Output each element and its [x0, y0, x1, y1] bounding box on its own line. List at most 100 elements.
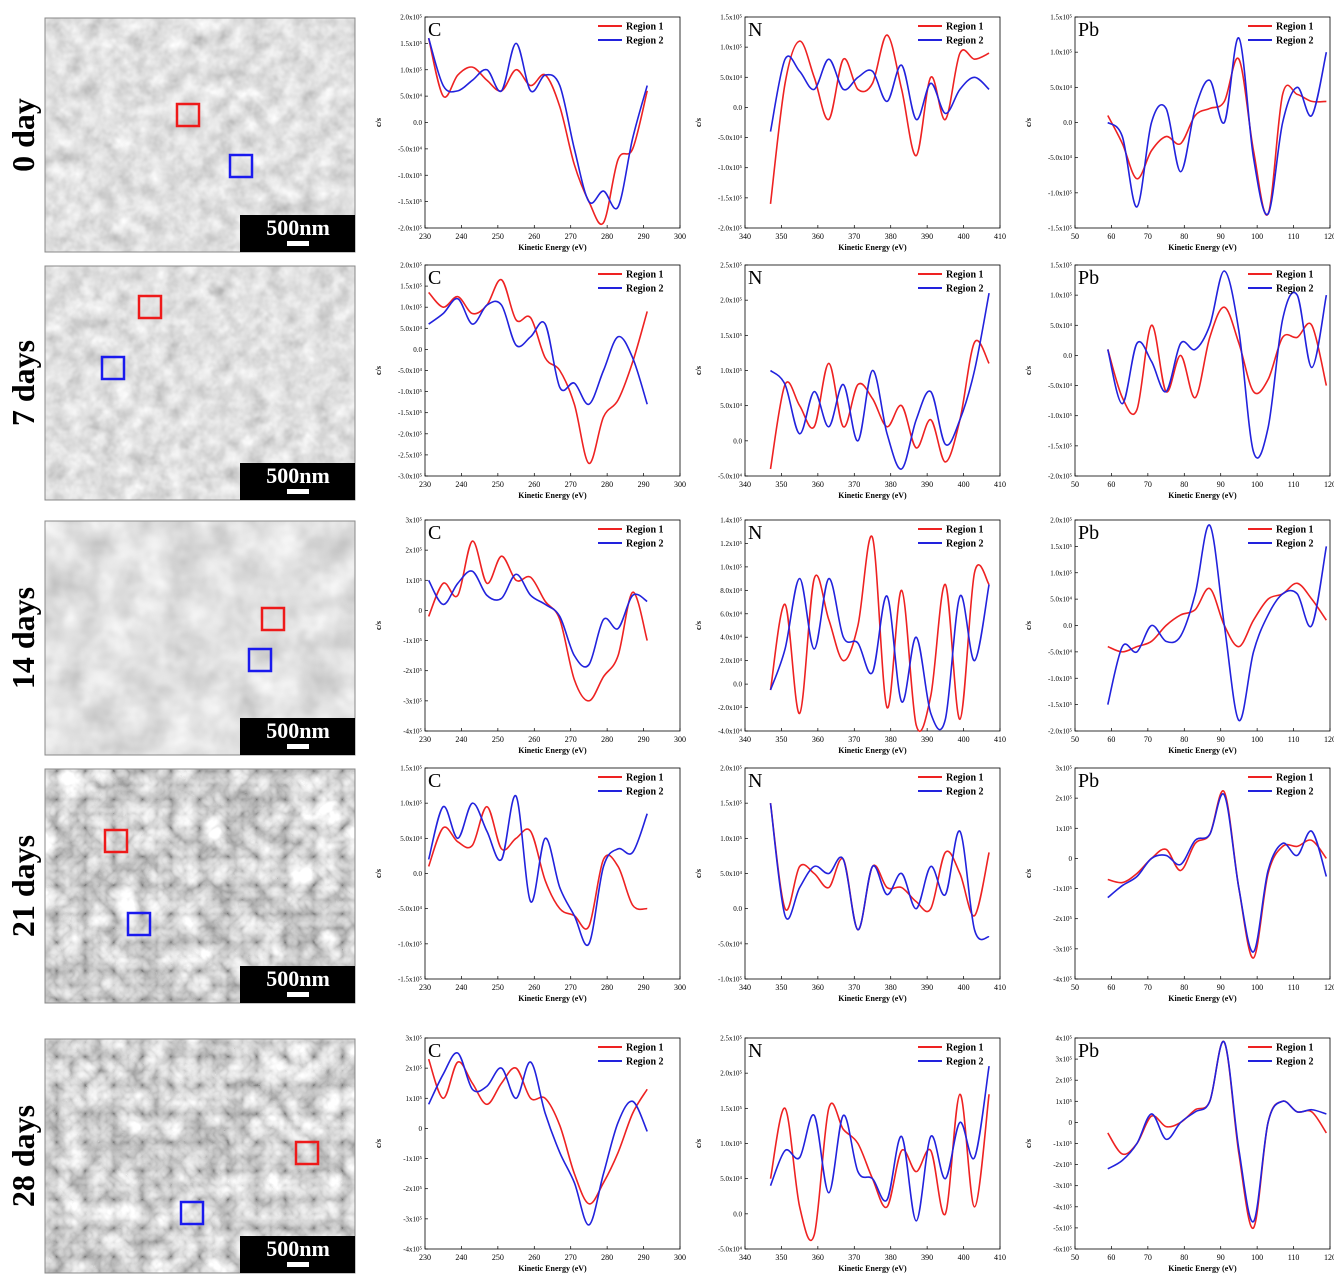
- y-tick-label: 2.5x10⁵: [720, 262, 742, 270]
- chart: -4x10⁵ -3x10⁵ -2x10⁵ -1x10⁵ 0 1x10⁵ 2x10⁵ 3x10⁵…: [374, 517, 686, 756]
- series-line: [769, 339, 990, 470]
- x-tick-label: 100: [1251, 480, 1263, 489]
- x-axis-label: Kinetic Energy (eV): [1168, 243, 1237, 252]
- x-tick-label: 380: [885, 983, 897, 992]
- y-tick-label: -2.0x10⁴: [718, 704, 743, 712]
- y-tick-label: -6x10⁵: [1053, 1246, 1072, 1254]
- x-tick-label: 110: [1288, 232, 1300, 241]
- y-axis-label: c/s: [1024, 1139, 1033, 1148]
- legend-label: Region 1: [946, 525, 984, 536]
- y-tick-label: -2.0x10⁵: [1048, 728, 1073, 736]
- x-tick-label: 400: [958, 1253, 970, 1262]
- y-tick-label: -1.5x10⁵: [1048, 225, 1073, 233]
- x-tick-label: 300: [674, 480, 686, 489]
- chart: -4x10⁵ -3x10⁵ -2x10⁵ -1x10⁵ 0 1x10⁵ 2x10⁵ 3x10⁵…: [374, 1035, 686, 1274]
- y-tick-label: -5.0x10⁴: [1048, 154, 1073, 162]
- legend-label: Region 2: [1276, 787, 1314, 798]
- y-tick-label: 3x10⁵: [406, 1035, 423, 1043]
- plot-area: [744, 767, 1001, 980]
- y-tick-label: 5.0x10⁴: [1050, 322, 1072, 330]
- x-tick-label: 100: [1251, 1253, 1263, 1262]
- chart-title: C: [428, 770, 441, 792]
- chart-title: N: [748, 770, 762, 792]
- y-tick-label: -2x10⁵: [403, 667, 422, 675]
- x-tick-label: 110: [1288, 983, 1300, 992]
- y-tick-label: 5.0x10⁴: [1050, 84, 1072, 92]
- y-tick-label: -3x10⁵: [403, 697, 422, 705]
- legend-label: Region 2: [626, 284, 664, 295]
- sem-frame: [44, 265, 356, 501]
- x-tick-label: 370: [848, 480, 860, 489]
- series-line: [769, 34, 990, 204]
- y-tick-label: 2x10⁵: [406, 1065, 423, 1073]
- x-tick-label: 120: [1324, 232, 1334, 241]
- y-tick-label: 2.0x10⁵: [400, 262, 422, 270]
- y-tick-label: -1x10⁵: [403, 637, 422, 645]
- scale-bar: [287, 1262, 309, 1267]
- region-2-box: [228, 153, 254, 179]
- y-tick-label: 1x10⁵: [406, 1095, 423, 1103]
- y-tick-label: 3x10⁵: [1056, 1056, 1073, 1064]
- x-axis-label: Kinetic Energy (eV): [518, 491, 587, 500]
- sem-frame: [44, 768, 356, 1004]
- chart-title: Pb: [1078, 1040, 1099, 1062]
- plot-area: [424, 767, 681, 980]
- plot-area: [1074, 767, 1331, 980]
- x-tick-label: 390: [921, 232, 933, 241]
- x-tick-label: 370: [848, 232, 860, 241]
- scale-bar: [287, 489, 309, 494]
- y-tick-label: -3.0x10⁵: [398, 473, 423, 481]
- x-tick-label: 410: [994, 480, 1006, 489]
- y-tick-label: -5.0x10⁴: [1048, 382, 1073, 390]
- y-axis-label: c/s: [694, 118, 703, 127]
- region-2-box: [247, 647, 273, 673]
- y-tick-label: 1.0x10⁵: [720, 835, 742, 843]
- y-axis-label: c/s: [694, 366, 703, 375]
- y-tick-label: 1.5x10⁵: [1050, 14, 1072, 22]
- y-tick-label: 1.0x10⁵: [1050, 569, 1072, 577]
- y-tick-label: 4.0x10⁴: [720, 634, 742, 642]
- x-tick-label: 50: [1071, 983, 1079, 992]
- sem-image: [45, 266, 355, 500]
- chart: -2.0x10⁵ -1.5x10⁵ -1.0x10⁵ -5.0x10⁴ 0.0 5.0x1…: [1024, 517, 1334, 756]
- y-tick-label: 1.5x10⁵: [400, 283, 422, 291]
- x-tick-label: 120: [1324, 735, 1334, 744]
- plot-area: [424, 16, 681, 229]
- y-tick-label: -5.0x10⁴: [1048, 648, 1073, 656]
- y-tick-label: -1.0x10⁵: [718, 976, 743, 984]
- y-tick-label: 1.4x10⁵: [720, 517, 742, 525]
- series-line: [1107, 582, 1328, 653]
- y-tick-label: 1.2x10⁵: [720, 540, 742, 548]
- y-tick-label: -1.0x10⁵: [1048, 189, 1073, 197]
- row-label: 7 days: [5, 340, 41, 426]
- x-tick-label: 60: [1107, 735, 1115, 744]
- y-tick-label: -2.0x10⁵: [718, 225, 743, 233]
- y-tick-label: 1.5x10⁵: [1050, 262, 1072, 270]
- x-tick-label: 400: [958, 983, 970, 992]
- y-axis-label: c/s: [694, 1139, 703, 1148]
- x-tick-label: 400: [958, 480, 970, 489]
- y-tick-label: 0.0: [413, 870, 422, 878]
- legend-label: Region 2: [1276, 284, 1314, 295]
- y-tick-label: -4x10⁵: [403, 728, 422, 736]
- y-axis-label: c/s: [374, 621, 383, 630]
- x-tick-label: 260: [528, 232, 540, 241]
- y-tick-label: 0.0: [733, 1210, 742, 1218]
- y-tick-label: 1.5x10⁵: [720, 800, 742, 808]
- y-tick-label: 0: [419, 1125, 423, 1133]
- y-tick-label: 2x10⁵: [1056, 1077, 1073, 1085]
- x-tick-label: 270: [565, 983, 577, 992]
- y-axis-label: c/s: [374, 869, 383, 878]
- x-axis-label: Kinetic Energy (eV): [1168, 491, 1237, 500]
- x-tick-label: 370: [848, 983, 860, 992]
- y-tick-label: -4x10⁵: [1053, 1203, 1072, 1211]
- x-tick-label: 300: [674, 232, 686, 241]
- y-axis-label: c/s: [374, 366, 383, 375]
- x-tick-label: 280: [601, 735, 613, 744]
- x-tick-label: 270: [565, 735, 577, 744]
- x-tick-label: 380: [885, 232, 897, 241]
- y-tick-label: 5.0x10⁴: [720, 1175, 742, 1183]
- series-line: [769, 803, 990, 931]
- y-tick-label: -3x10⁵: [1053, 1182, 1072, 1190]
- y-tick-label: -1x10⁵: [1053, 1140, 1072, 1148]
